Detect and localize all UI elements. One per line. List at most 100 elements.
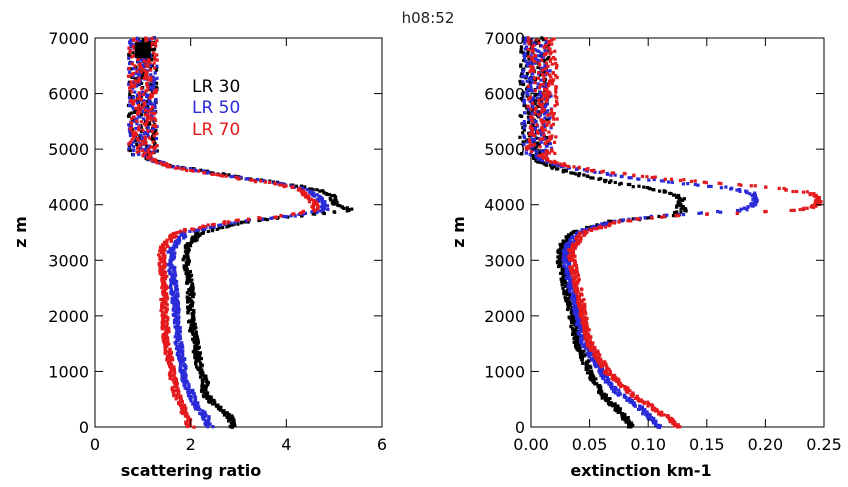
data-point <box>330 201 334 205</box>
data-point <box>187 259 191 263</box>
data-point <box>160 246 164 250</box>
data-point <box>207 400 211 404</box>
data-point <box>231 174 236 179</box>
data-point <box>303 211 308 215</box>
data-point <box>753 199 757 203</box>
data-point <box>592 224 596 229</box>
data-point <box>561 258 565 263</box>
data-point <box>132 115 136 119</box>
data-point <box>195 355 199 359</box>
data-point <box>301 189 306 193</box>
data-point <box>526 104 530 108</box>
data-point <box>135 101 140 105</box>
data-point <box>528 140 532 144</box>
data-point <box>560 270 564 274</box>
data-point <box>539 140 543 144</box>
data-point <box>813 202 817 206</box>
data-point <box>132 148 136 152</box>
data-point <box>164 334 169 338</box>
data-point <box>299 184 304 188</box>
data-point <box>148 116 152 120</box>
data-point <box>152 83 156 88</box>
data-point <box>528 152 532 157</box>
data-point <box>130 116 134 121</box>
data-point <box>316 204 320 208</box>
data-point <box>547 55 551 60</box>
legend-entry-lr50: LR 50 <box>192 98 240 118</box>
data-point <box>209 398 214 403</box>
data-point <box>609 219 613 223</box>
data-point <box>599 386 603 390</box>
legend-entry-lr70: LR 70 <box>192 120 240 140</box>
data-point <box>541 72 545 77</box>
data-point <box>682 197 686 201</box>
data-point <box>149 145 153 149</box>
data-point <box>543 63 547 67</box>
data-point <box>576 301 580 305</box>
data-point <box>158 266 163 270</box>
data-point <box>579 235 583 240</box>
data-point <box>585 366 589 371</box>
data-point <box>301 186 305 190</box>
data-point <box>589 176 593 180</box>
data-point <box>557 248 561 252</box>
data-point <box>291 185 295 189</box>
data-point <box>312 201 316 206</box>
data-point <box>268 180 272 185</box>
data-point <box>567 260 572 264</box>
data-point <box>610 373 614 378</box>
data-point <box>142 141 146 146</box>
y-tick-label: 1000 <box>484 362 525 381</box>
data-point <box>192 339 196 343</box>
data-point <box>543 162 548 167</box>
data-point <box>532 43 536 48</box>
data-point <box>574 275 578 279</box>
data-point <box>154 97 158 102</box>
x-tick-label: 0.20 <box>748 435 784 454</box>
data-point <box>568 265 572 269</box>
data-point <box>567 235 571 239</box>
data-point <box>301 212 305 216</box>
data-point <box>577 174 581 178</box>
data-point <box>628 389 632 393</box>
data-point <box>177 241 181 245</box>
data-point <box>632 401 636 405</box>
data-point <box>173 266 177 270</box>
data-point <box>522 91 526 95</box>
x-axis-label: scattering ratio <box>121 461 262 480</box>
data-point <box>174 166 178 170</box>
data-point <box>187 382 191 386</box>
data-point <box>536 82 540 86</box>
data-point <box>169 363 173 367</box>
data-point <box>138 62 142 66</box>
data-point <box>815 197 819 201</box>
data-point <box>230 423 234 428</box>
data-point <box>310 192 314 196</box>
data-point <box>135 150 139 154</box>
data-point <box>177 390 181 394</box>
data-point <box>565 239 569 243</box>
data-point <box>603 374 607 379</box>
data-point <box>150 137 154 141</box>
data-point <box>562 264 566 269</box>
data-point <box>221 172 226 176</box>
data-point <box>183 371 187 375</box>
data-point <box>544 141 548 145</box>
data-point <box>133 83 137 87</box>
data-point <box>183 249 188 254</box>
data-point <box>161 271 165 276</box>
data-point <box>184 420 188 425</box>
data-point <box>555 96 559 100</box>
data-point <box>196 401 200 405</box>
data-point <box>651 187 655 192</box>
data-point <box>573 288 577 292</box>
data-point <box>565 253 569 257</box>
data-point <box>140 139 144 143</box>
data-point <box>263 180 268 184</box>
data-point <box>188 167 193 171</box>
data-point <box>527 138 531 142</box>
data-point <box>535 98 539 103</box>
data-point <box>676 423 680 427</box>
data-point <box>546 84 551 88</box>
